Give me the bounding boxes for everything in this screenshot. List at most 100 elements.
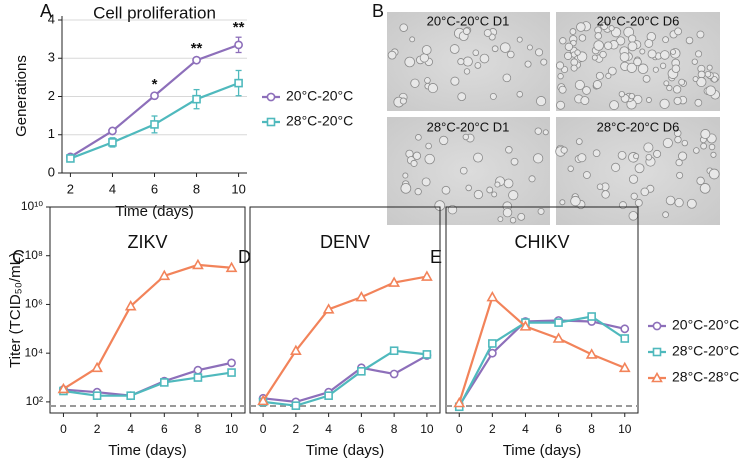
cell bbox=[630, 192, 638, 200]
cell bbox=[528, 175, 536, 183]
cell bbox=[603, 41, 613, 50]
cell bbox=[704, 70, 712, 78]
cell bbox=[659, 98, 670, 109]
cell bbox=[404, 56, 416, 68]
cell bbox=[450, 76, 460, 86]
micrograph-label: 20°C-20°C D6 bbox=[597, 13, 680, 28]
cell bbox=[574, 79, 585, 91]
y-tick-label: 0 bbox=[48, 164, 55, 179]
x-axis-label: Time (days) bbox=[108, 442, 187, 459]
cell bbox=[419, 53, 429, 63]
cell bbox=[491, 191, 498, 198]
marker bbox=[552, 332, 565, 343]
y-tick-label: 10⁸ bbox=[25, 248, 43, 262]
cell bbox=[662, 137, 673, 149]
micrograph-label: 20°C-20°C D1 bbox=[427, 13, 510, 28]
legend-label: 28°C-28°C bbox=[672, 369, 739, 385]
cell bbox=[600, 21, 609, 31]
cell bbox=[628, 174, 639, 184]
cell bbox=[676, 171, 684, 179]
plot-frame bbox=[49, 206, 246, 414]
cell bbox=[592, 80, 602, 90]
cell bbox=[700, 142, 707, 150]
cell bbox=[692, 76, 699, 82]
series-line bbox=[69, 43, 239, 158]
cell bbox=[643, 142, 654, 153]
legend-marker bbox=[266, 92, 276, 102]
cell bbox=[652, 66, 659, 73]
marker bbox=[618, 361, 631, 373]
cell bbox=[503, 178, 514, 189]
marker bbox=[124, 300, 137, 311]
x-axis-label: Time (days) bbox=[503, 442, 582, 459]
legend-label: 20°C-20°C bbox=[286, 88, 353, 104]
x-tick-label: 4 bbox=[522, 422, 529, 436]
x-tick-label: 0 bbox=[456, 422, 463, 436]
cell bbox=[678, 78, 686, 86]
panel-label: E bbox=[430, 247, 442, 267]
x-axis-label: Time (days) bbox=[115, 203, 194, 220]
cell bbox=[647, 49, 657, 59]
y-tick-label: 10⁶ bbox=[25, 297, 43, 311]
cell bbox=[645, 153, 653, 161]
cell bbox=[479, 53, 490, 64]
plot-frame bbox=[249, 206, 441, 414]
cell bbox=[674, 135, 682, 144]
cell bbox=[711, 76, 718, 83]
cell bbox=[570, 64, 578, 72]
cell bbox=[557, 73, 564, 80]
cell bbox=[494, 181, 501, 188]
cell bbox=[535, 48, 544, 57]
x-tick-label: 2 bbox=[94, 422, 101, 436]
cell bbox=[618, 90, 625, 98]
cell bbox=[564, 51, 573, 60]
cell bbox=[556, 100, 566, 110]
series-line bbox=[262, 354, 428, 404]
series-line bbox=[62, 263, 232, 390]
cell bbox=[505, 146, 513, 154]
cell bbox=[499, 42, 511, 53]
x-tick-label: 2 bbox=[293, 422, 300, 436]
chart-title: DENV bbox=[320, 232, 370, 252]
cell bbox=[447, 204, 458, 215]
significance: ** bbox=[233, 19, 245, 36]
marker bbox=[150, 91, 159, 101]
chart-title: CHIKV bbox=[514, 232, 569, 252]
legend-marker bbox=[266, 117, 276, 127]
cell bbox=[611, 162, 621, 172]
cell bbox=[660, 50, 670, 60]
cell bbox=[540, 58, 548, 66]
cell bbox=[474, 62, 482, 69]
cell bbox=[671, 64, 681, 73]
cell bbox=[644, 39, 654, 48]
cell bbox=[410, 78, 420, 88]
cell bbox=[591, 54, 598, 61]
cell bbox=[537, 207, 545, 215]
y-tick-label: 10² bbox=[26, 394, 43, 408]
cell bbox=[674, 27, 683, 36]
legend-marker bbox=[652, 321, 662, 331]
cell bbox=[681, 139, 688, 147]
cell bbox=[473, 189, 484, 200]
marker bbox=[324, 391, 333, 400]
cell bbox=[473, 152, 483, 163]
cell bbox=[673, 96, 682, 105]
cell bbox=[410, 159, 418, 167]
y-tick-label: 10⁴ bbox=[24, 345, 43, 359]
cell bbox=[459, 166, 468, 175]
cell bbox=[441, 185, 451, 195]
marker bbox=[620, 324, 630, 334]
cell bbox=[465, 184, 472, 192]
cell bbox=[696, 176, 705, 186]
cell bbox=[427, 83, 438, 94]
marker bbox=[66, 154, 75, 163]
x-axis-label: Time (days) bbox=[306, 442, 385, 459]
cell bbox=[666, 84, 673, 92]
x-tick-label: 4 bbox=[127, 422, 134, 436]
series-line bbox=[63, 361, 232, 397]
cell bbox=[628, 34, 637, 43]
cell bbox=[708, 143, 716, 151]
cell bbox=[608, 25, 615, 32]
cell bbox=[502, 73, 512, 83]
panel-label: A bbox=[40, 1, 52, 21]
